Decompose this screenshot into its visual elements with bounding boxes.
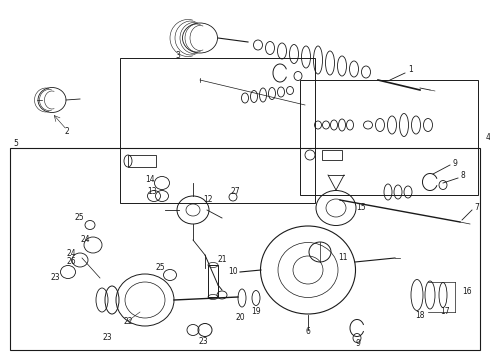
Text: 22: 22 [123,318,133,327]
Text: 17: 17 [440,307,450,316]
Text: 24: 24 [80,235,90,244]
Text: 19: 19 [251,307,261,316]
Bar [208,265,218,297]
Text: 13: 13 [147,188,157,197]
Text: 14: 14 [146,175,155,184]
Text: 27: 27 [230,186,240,195]
Text: 20: 20 [235,314,245,323]
Text: 3: 3 [175,50,180,59]
Text: 7: 7 [474,203,479,212]
Text: 12: 12 [203,195,213,204]
Bar [128,155,156,167]
Bar [322,150,342,160]
Text: 5: 5 [13,139,18,148]
Text: 21: 21 [217,256,226,265]
Text: 4: 4 [486,132,490,141]
Text: 9: 9 [356,339,361,348]
Bar [120,58,315,203]
Text: 1: 1 [408,66,413,75]
Text: 23: 23 [102,333,112,342]
Text: 6: 6 [306,328,311,337]
Bar [10,148,480,350]
Text: 23: 23 [50,273,60,282]
Text: 25: 25 [155,264,165,273]
Text: 18: 18 [415,311,425,320]
Text: 15: 15 [356,202,366,211]
Text: 11: 11 [338,253,347,262]
Bar [300,80,478,195]
Text: 23: 23 [198,338,208,346]
Text: 2: 2 [65,127,70,136]
Text: 24: 24 [66,248,76,257]
Text: 10: 10 [228,267,238,276]
Text: 8: 8 [460,171,465,180]
Text: 16: 16 [462,288,472,297]
Text: 25: 25 [74,213,84,222]
Text: 26: 26 [66,257,76,266]
Text: 9: 9 [452,158,457,167]
